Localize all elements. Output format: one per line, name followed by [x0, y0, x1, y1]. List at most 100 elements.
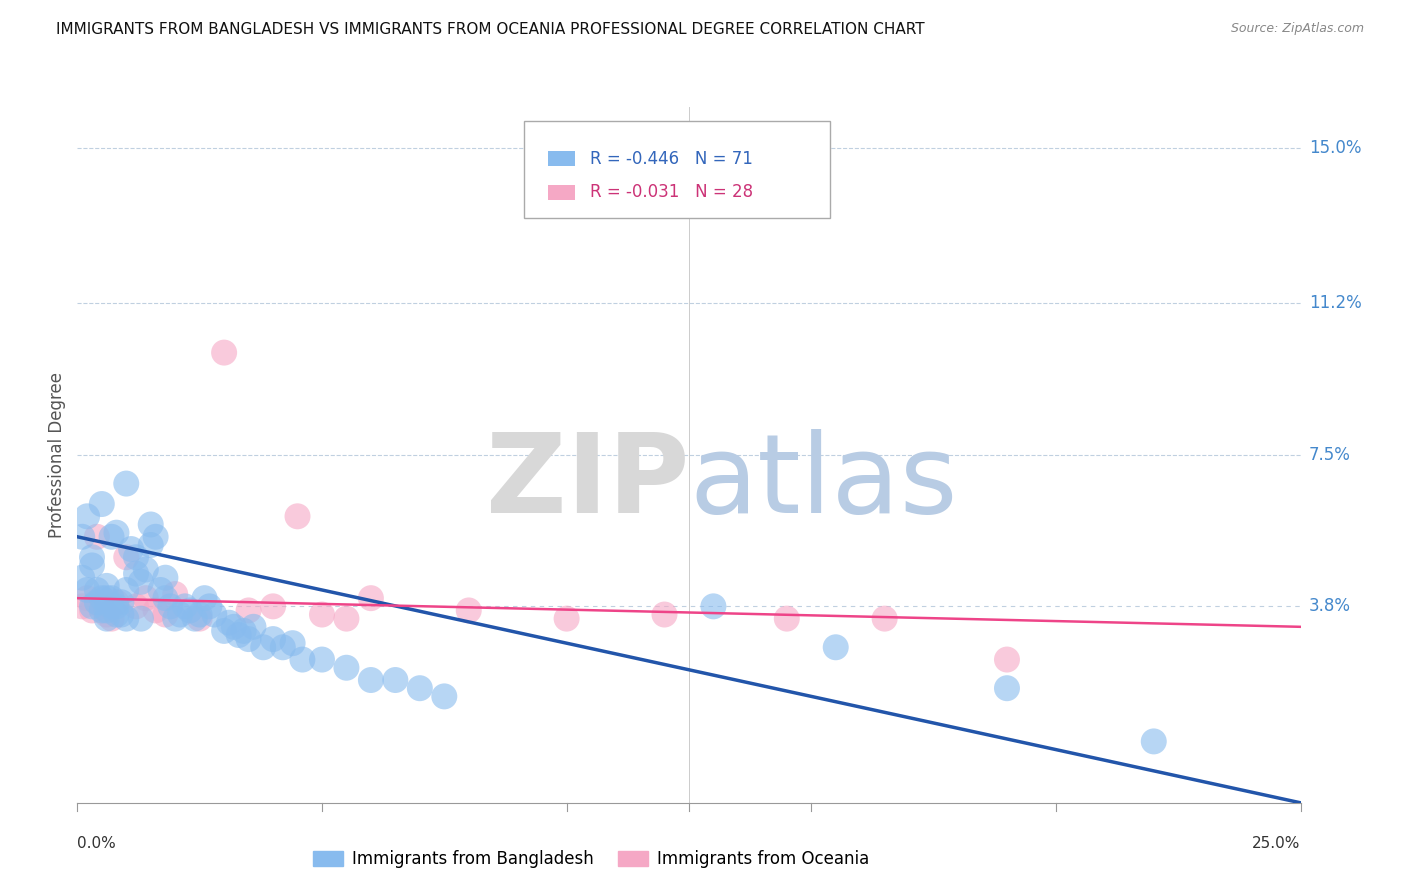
Point	[873, 612, 896, 626]
Text: R = -0.031   N = 28: R = -0.031 N = 28	[591, 183, 754, 202]
Point	[287, 509, 309, 524]
Point	[96, 612, 118, 626]
Point	[90, 599, 112, 614]
Point	[80, 550, 103, 565]
Point	[100, 612, 122, 626]
Point	[212, 624, 235, 638]
Point	[145, 603, 167, 617]
Point	[149, 582, 172, 597]
Point	[90, 591, 112, 606]
Point	[281, 636, 304, 650]
Point	[238, 632, 260, 646]
Point	[115, 550, 138, 565]
Point	[291, 652, 314, 666]
Point	[457, 603, 479, 617]
Point	[238, 603, 260, 617]
Point	[145, 530, 167, 544]
Point	[100, 530, 122, 544]
Point	[70, 530, 93, 544]
Point	[110, 607, 132, 622]
Point	[86, 530, 108, 544]
Point	[159, 599, 181, 614]
Point	[125, 599, 148, 614]
Point	[129, 574, 152, 589]
Point	[776, 612, 799, 626]
Point	[311, 652, 333, 666]
FancyBboxPatch shape	[548, 151, 575, 167]
Point	[824, 640, 846, 655]
Point	[105, 607, 128, 622]
Point	[80, 599, 103, 614]
Point	[384, 673, 406, 687]
Point	[202, 607, 225, 622]
Legend: Immigrants from Bangladesh, Immigrants from Oceania: Immigrants from Bangladesh, Immigrants f…	[307, 843, 876, 874]
Point	[169, 607, 191, 622]
Point	[135, 562, 157, 576]
Point	[702, 599, 724, 614]
Text: 0.0%: 0.0%	[77, 836, 117, 851]
Point	[105, 599, 128, 614]
Point	[96, 579, 118, 593]
Point	[335, 612, 357, 626]
Point	[125, 550, 148, 565]
Point	[654, 607, 676, 622]
Point	[228, 628, 250, 642]
Text: 11.2%: 11.2%	[1309, 294, 1361, 312]
Point	[135, 591, 157, 606]
Point	[311, 607, 333, 622]
Point	[100, 599, 122, 614]
Point	[139, 538, 162, 552]
Point	[218, 615, 240, 630]
Point	[995, 652, 1018, 666]
Text: 25.0%: 25.0%	[1253, 836, 1301, 851]
Point	[232, 624, 254, 638]
Text: Source: ZipAtlas.com: Source: ZipAtlas.com	[1230, 22, 1364, 36]
Text: R = -0.446   N = 71: R = -0.446 N = 71	[591, 150, 752, 168]
Point	[155, 571, 177, 585]
Point	[188, 612, 211, 626]
Point	[115, 582, 138, 597]
Point	[76, 509, 98, 524]
Point	[120, 542, 142, 557]
Point	[76, 582, 98, 597]
Point	[271, 640, 294, 655]
Point	[96, 591, 118, 606]
Point	[222, 620, 245, 634]
Point	[115, 476, 138, 491]
Point	[188, 607, 211, 622]
Point	[110, 595, 132, 609]
Point	[105, 595, 128, 609]
Text: 15.0%: 15.0%	[1309, 139, 1361, 157]
Point	[76, 591, 98, 606]
Text: atlas: atlas	[689, 429, 957, 536]
Text: ZIP: ZIP	[485, 429, 689, 536]
Point	[174, 599, 197, 614]
Point	[198, 599, 221, 614]
Point	[86, 582, 108, 597]
Point	[90, 603, 112, 617]
Point	[125, 566, 148, 581]
Point	[184, 612, 207, 626]
Text: IMMIGRANTS FROM BANGLADESH VS IMMIGRANTS FROM OCEANIA PROFESSIONAL DEGREE CORREL: IMMIGRANTS FROM BANGLADESH VS IMMIGRANTS…	[56, 22, 925, 37]
Point	[155, 607, 177, 622]
Text: 7.5%: 7.5%	[1309, 446, 1351, 464]
Point	[360, 591, 382, 606]
Point	[80, 603, 103, 617]
Point	[70, 599, 93, 614]
Point	[129, 612, 152, 626]
Point	[262, 632, 284, 646]
Point	[252, 640, 274, 655]
Point	[105, 525, 128, 540]
Point	[165, 612, 187, 626]
Point	[262, 599, 284, 614]
Point	[90, 497, 112, 511]
Point	[360, 673, 382, 687]
Point	[86, 595, 108, 609]
Point	[96, 607, 118, 622]
Point	[165, 587, 187, 601]
Point	[995, 681, 1018, 696]
Point	[409, 681, 432, 696]
FancyBboxPatch shape	[524, 121, 830, 219]
Point	[179, 603, 201, 617]
Text: 3.8%: 3.8%	[1309, 598, 1351, 615]
